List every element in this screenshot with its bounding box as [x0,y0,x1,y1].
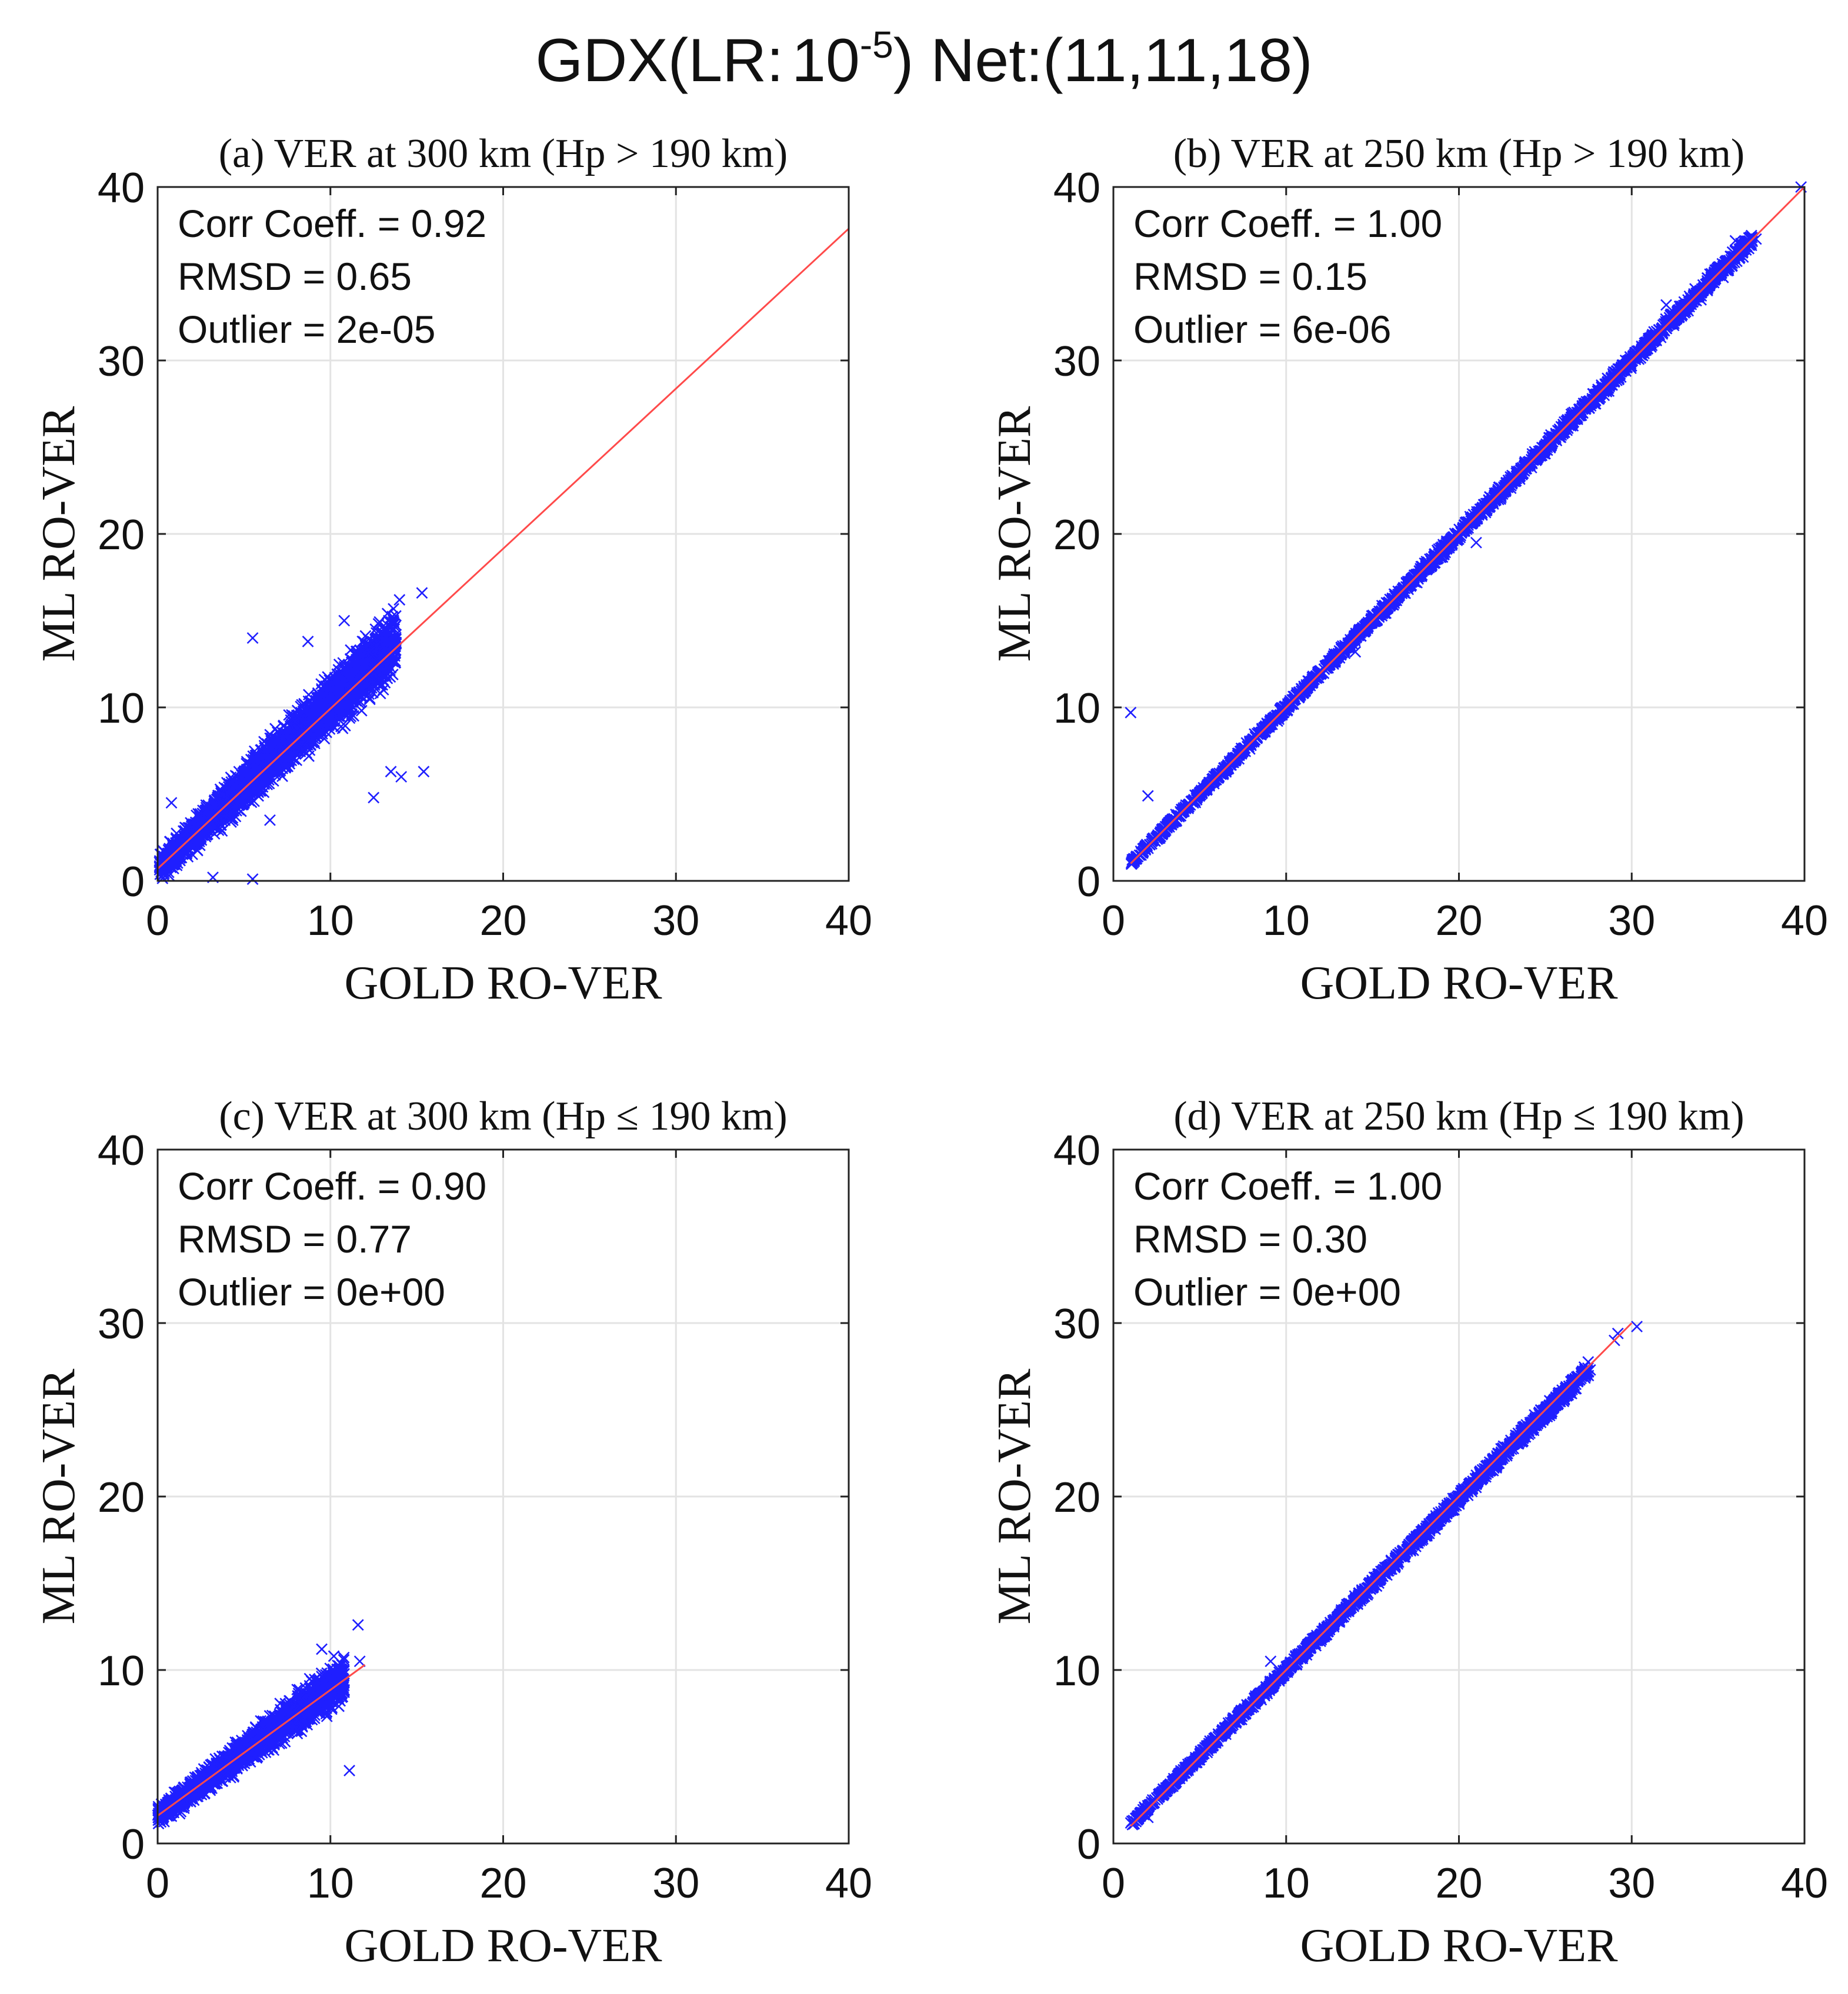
x-tick-label: 40 [825,897,872,944]
y-tick-label: 10 [98,685,145,732]
y-tick-label: 0 [121,859,145,906]
x-tick-label: 10 [307,897,354,944]
data-points [154,587,430,885]
x-tick-label: 0 [146,897,169,944]
x-tick-label: 30 [652,897,699,944]
figure-title-exponent: -5 [860,24,893,66]
grid-lines [158,187,849,881]
stat-rmsd: RMSD = 0.65 [178,255,412,298]
figure-title-base: 10 [792,26,860,95]
stat-outlier: Outlier = 2e-05 [178,308,435,351]
stat-corr-coeff: Corr Coeff. = 0.92 [178,202,486,245]
y-tick-label: 20 [98,512,145,559]
figure-title-rest: ) Net:(11,11,18) [893,26,1313,95]
panel-a: 0 10 20 30 40 0 10 20 30 40 (a) VER at 300 km (Hp… [33,131,872,1009]
y-axis-label: ML RO-VER [33,406,85,662]
figure-title: GDX(LR: 10-5) Net:(11,11,18) [535,24,1312,95]
figure-title-main: GDX(LR: [535,26,783,95]
y-tick-label: 40 [98,165,145,212]
y-tick-label: 30 [98,338,145,385]
x-tick-label: 20 [479,897,526,944]
x-axis-label: GOLD RO-VER [345,957,663,1009]
panel-title: (a) VER at 300 km (Hp > 190 km) [219,131,788,176]
